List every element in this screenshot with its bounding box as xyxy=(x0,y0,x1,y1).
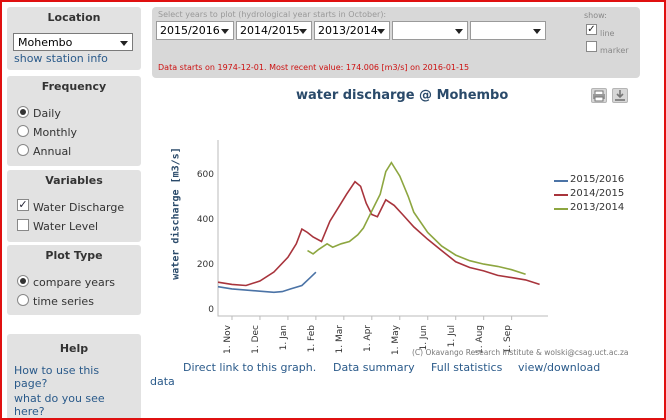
radio-monthly-label: Monthly xyxy=(33,126,78,139)
y-tick-label: 0 xyxy=(208,305,214,316)
variables-title: Variables xyxy=(45,174,103,187)
year-select-1[interactable]: 2015/2016 xyxy=(156,21,234,40)
show-station-info-link[interactable]: show station info xyxy=(14,52,108,65)
legend-swatch-2013-2014 xyxy=(554,208,568,210)
location-panel: Location Mohembo show station info xyxy=(7,7,141,70)
line-checkbox[interactable]: ✓ xyxy=(586,24,597,35)
checkbox-water-level[interactable] xyxy=(17,219,29,231)
plot-type-panel: Plot Type compare years time series xyxy=(7,245,141,315)
radio-monthly[interactable] xyxy=(17,125,29,137)
radio-daily-label: Daily xyxy=(33,107,61,120)
series-line-2015-2016 xyxy=(217,271,317,294)
series-line-2013-2014 xyxy=(307,161,526,276)
show-label: show: xyxy=(584,11,607,20)
year-select-1-value: 2015/2016 xyxy=(160,24,220,37)
full-statistics-link[interactable]: Full statistics xyxy=(431,361,503,374)
radio-annual[interactable] xyxy=(17,144,29,156)
checkbox-water-discharge[interactable]: ✓ xyxy=(17,198,29,211)
year-select-3-value: 2013/2014 xyxy=(318,24,378,37)
y-tick-label: 400 xyxy=(196,215,214,226)
data-summary-link[interactable]: Data summary xyxy=(333,361,415,374)
frequency-panel: Frequency Daily Monthly Annual xyxy=(7,76,141,166)
radio-time-series-label: time series xyxy=(33,295,94,308)
year-select-2[interactable]: 2014/2015 xyxy=(236,21,312,40)
legend-label-2015-2016: 2015/2016 xyxy=(570,174,625,185)
plot-type-title: Plot Type xyxy=(45,249,103,262)
chevron-down-icon xyxy=(299,29,307,34)
series-line-2014-2015 xyxy=(217,180,540,287)
location-selected: Mohembo xyxy=(18,36,73,49)
help-what-you-see-line2: here? xyxy=(14,405,45,418)
line-checkbox-label: line xyxy=(600,29,615,38)
radio-compare-years[interactable] xyxy=(17,275,29,287)
data-info-message: Data starts on 1974-12-01. Most recent v… xyxy=(158,63,470,72)
chart-credit: (C) Okavango Research Institute & wolski… xyxy=(412,348,629,357)
help-how-to-use-line2: page? xyxy=(14,377,48,390)
y-tick-label: 600 xyxy=(196,170,214,181)
y-tick-label: 200 xyxy=(196,260,214,271)
year-select-3[interactable]: 2013/2014 xyxy=(314,21,390,40)
chevron-down-icon xyxy=(221,29,229,34)
chart-title: water discharge @ Mohembo xyxy=(296,88,509,103)
variables-panel: Variables ✓ Water Discharge Water Level xyxy=(7,170,141,242)
year-select-4[interactable] xyxy=(392,21,468,40)
help-what-you-see-link[interactable]: what do you see here? xyxy=(14,392,105,418)
radio-time-series[interactable] xyxy=(17,294,29,306)
year-hint: Select years to plot (hydrological year … xyxy=(158,10,387,19)
year-select-2-value: 2014/2015 xyxy=(240,24,300,37)
frequency-title: Frequency xyxy=(41,80,107,93)
legend-swatch-2015-2016 xyxy=(554,180,568,182)
legend-swatch-2014-2015 xyxy=(554,194,568,196)
year-select-5[interactable] xyxy=(470,21,546,40)
help-panel: Help How to use this page? what do you s… xyxy=(7,334,141,420)
radio-daily[interactable] xyxy=(17,106,29,118)
help-how-to-use-line1: How to use this xyxy=(14,364,100,377)
chevron-down-icon xyxy=(455,29,463,34)
help-what-you-see-line1: what do you see xyxy=(14,392,105,405)
help-title: Help xyxy=(59,342,89,355)
help-how-to-use-link[interactable]: How to use this page? xyxy=(14,364,99,390)
location-select[interactable]: Mohembo xyxy=(13,33,133,51)
checkbox-water-discharge-label: Water Discharge xyxy=(33,201,125,214)
chevron-down-icon xyxy=(377,29,385,34)
view-download-link-data[interactable]: data xyxy=(150,375,175,388)
radio-compare-years-label: compare years xyxy=(33,276,116,289)
year-controls: Select years to plot (hydrological year … xyxy=(152,7,640,78)
radio-annual-label: Annual xyxy=(33,145,72,158)
print-icon[interactable] xyxy=(591,88,607,103)
chevron-down-icon xyxy=(533,29,541,34)
download-icon[interactable] xyxy=(612,88,628,103)
direct-link[interactable]: Direct link to this graph. xyxy=(183,361,317,374)
legend-label-2014-2015: 2014/2015 xyxy=(570,188,625,199)
chevron-down-icon xyxy=(120,41,128,46)
marker-checkbox[interactable] xyxy=(586,41,597,52)
legend-label-2013-2014: 2013/2014 xyxy=(570,202,625,213)
x-axis-line xyxy=(217,140,548,317)
checkbox-water-level-label: Water Level xyxy=(33,220,99,233)
marker-checkbox-label: marker xyxy=(600,46,629,55)
view-download-link[interactable]: view/download xyxy=(518,361,601,374)
location-title: Location xyxy=(47,11,101,24)
